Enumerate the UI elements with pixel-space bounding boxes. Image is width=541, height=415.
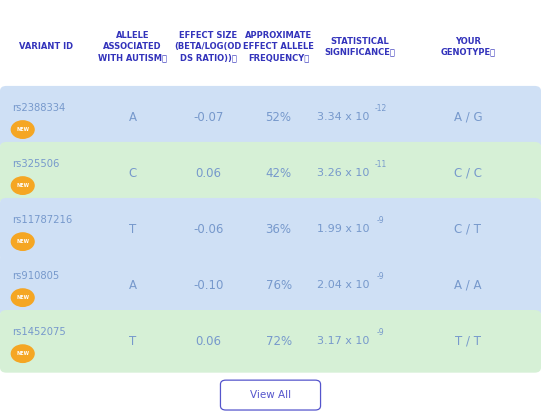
Text: 3.34 x 10: 3.34 x 10 (318, 112, 370, 122)
Text: A: A (129, 111, 136, 124)
Text: C: C (128, 167, 137, 180)
Text: rs2388334: rs2388334 (12, 103, 65, 113)
Text: NEW: NEW (16, 127, 29, 132)
Text: NEW: NEW (16, 351, 29, 356)
Text: -12: -12 (374, 104, 386, 112)
Text: 3.17 x 10: 3.17 x 10 (318, 336, 370, 347)
Text: 72%: 72% (266, 335, 292, 348)
Text: View All: View All (250, 390, 291, 400)
Text: T / T: T / T (455, 335, 481, 348)
Text: rs11787216: rs11787216 (12, 215, 72, 225)
Circle shape (11, 177, 34, 194)
Circle shape (11, 289, 34, 306)
Text: -0.07: -0.07 (193, 111, 223, 124)
Text: A: A (129, 279, 136, 292)
Circle shape (11, 345, 34, 362)
Text: -0.10: -0.10 (193, 279, 223, 292)
Text: -11: -11 (374, 160, 386, 168)
Text: -0.06: -0.06 (193, 223, 223, 236)
Text: rs910805: rs910805 (12, 271, 59, 281)
Text: APPROXIMATE
EFFECT ALLELE
FREQUENCYⓘ: APPROXIMATE EFFECT ALLELE FREQUENCYⓘ (243, 32, 314, 62)
Circle shape (11, 233, 34, 250)
Text: T: T (129, 223, 136, 236)
Text: 1.99 x 10: 1.99 x 10 (317, 224, 370, 234)
Text: -9: -9 (377, 272, 384, 281)
Text: A / G: A / G (454, 111, 482, 124)
Text: ALLELE
ASSOCIATED
WITH AUTISMⓘ: ALLELE ASSOCIATED WITH AUTISMⓘ (98, 32, 167, 62)
FancyBboxPatch shape (221, 380, 320, 410)
Text: rs325506: rs325506 (12, 159, 60, 169)
Text: NEW: NEW (16, 183, 29, 188)
Text: -9: -9 (377, 328, 384, 337)
Text: STATISTICAL
SIGNIFICANCEⓘ: STATISTICAL SIGNIFICANCEⓘ (324, 37, 395, 56)
FancyBboxPatch shape (0, 198, 541, 261)
Text: NEW: NEW (16, 239, 29, 244)
FancyBboxPatch shape (0, 86, 541, 149)
Text: C / T: C / T (454, 223, 481, 236)
Text: A / A: A / A (454, 279, 481, 292)
Text: rs1452075: rs1452075 (12, 327, 65, 337)
FancyBboxPatch shape (0, 254, 541, 317)
Text: NEW: NEW (16, 295, 29, 300)
Text: VARIANT ID: VARIANT ID (19, 42, 73, 51)
FancyBboxPatch shape (0, 142, 541, 205)
Text: T: T (129, 335, 136, 348)
Circle shape (11, 121, 34, 138)
Text: 36%: 36% (266, 223, 292, 236)
Text: 3.26 x 10: 3.26 x 10 (318, 168, 370, 178)
Text: 0.06: 0.06 (195, 335, 221, 348)
Text: EFFECT SIZE
(BETA/LOG(OD
DS RATIO))ⓘ: EFFECT SIZE (BETA/LOG(OD DS RATIO))ⓘ (175, 32, 242, 62)
Text: 76%: 76% (266, 279, 292, 292)
Text: 52%: 52% (266, 111, 292, 124)
Text: YOUR
GENOTYPEⓘ: YOUR GENOTYPEⓘ (440, 37, 496, 56)
FancyBboxPatch shape (0, 310, 541, 373)
Text: C / C: C / C (454, 167, 482, 180)
Text: 42%: 42% (266, 167, 292, 180)
Text: 2.04 x 10: 2.04 x 10 (317, 280, 370, 290)
Text: 0.06: 0.06 (195, 167, 221, 180)
Text: -9: -9 (377, 216, 384, 225)
